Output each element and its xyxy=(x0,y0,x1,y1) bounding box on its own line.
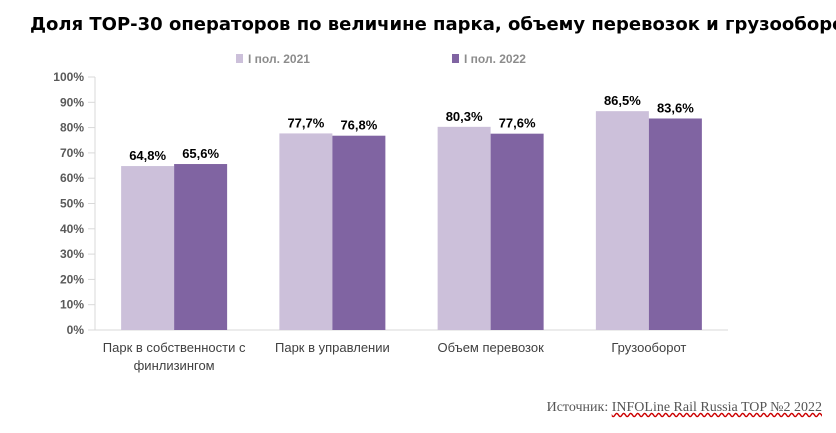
y-tick-label: 90% xyxy=(60,95,84,109)
bar xyxy=(648,118,702,330)
data-label: 80,3% xyxy=(446,109,483,124)
data-label: 76,8% xyxy=(340,118,377,133)
y-tick-label: 0% xyxy=(67,323,85,337)
source-link[interactable]: INFOLine Rail Russia TOP №2 2022 xyxy=(611,400,822,415)
data-label: 83,6% xyxy=(657,100,694,115)
data-label: 86,5% xyxy=(604,93,641,108)
y-tick-label: 30% xyxy=(60,247,84,261)
y-tick-label: 80% xyxy=(60,121,84,135)
bar xyxy=(490,133,544,330)
y-tick-label: 70% xyxy=(60,146,84,160)
data-label: 65,6% xyxy=(182,146,219,161)
bar xyxy=(121,166,175,330)
y-tick-label: 60% xyxy=(60,171,84,185)
y-tick-label: 50% xyxy=(60,197,84,211)
y-tick-label: 20% xyxy=(60,272,84,286)
x-tick-label: Объем перевозок xyxy=(437,340,544,355)
bar xyxy=(174,164,228,330)
source-note: Источник: INFOLine Rail Russia TOP №2 20… xyxy=(547,400,822,416)
data-label: 64,8% xyxy=(129,148,166,163)
bar xyxy=(279,133,333,330)
legend-swatch xyxy=(452,54,459,63)
x-tick-label: Грузооборот xyxy=(611,340,686,355)
data-label: 77,7% xyxy=(287,115,324,130)
data-label: 77,6% xyxy=(499,116,536,131)
source-prefix: Источник: xyxy=(546,400,612,415)
bar xyxy=(595,111,649,330)
bar xyxy=(437,126,491,330)
legend-label: I пол. 2022 xyxy=(464,52,526,66)
x-tick-label: финлизингом xyxy=(134,358,215,373)
x-tick-label: Парк в управлении xyxy=(275,340,390,355)
x-tick-label: Парк в собственности с xyxy=(103,340,246,355)
y-tick-label: 100% xyxy=(53,70,84,84)
legend-label: I пол. 2021 xyxy=(248,52,310,66)
chart-title: Доля ТОР-30 операторов по величине парка… xyxy=(30,14,836,35)
bar xyxy=(332,135,386,330)
legend-swatch xyxy=(236,54,243,63)
y-tick-label: 40% xyxy=(60,222,84,236)
y-tick-label: 10% xyxy=(60,298,84,312)
